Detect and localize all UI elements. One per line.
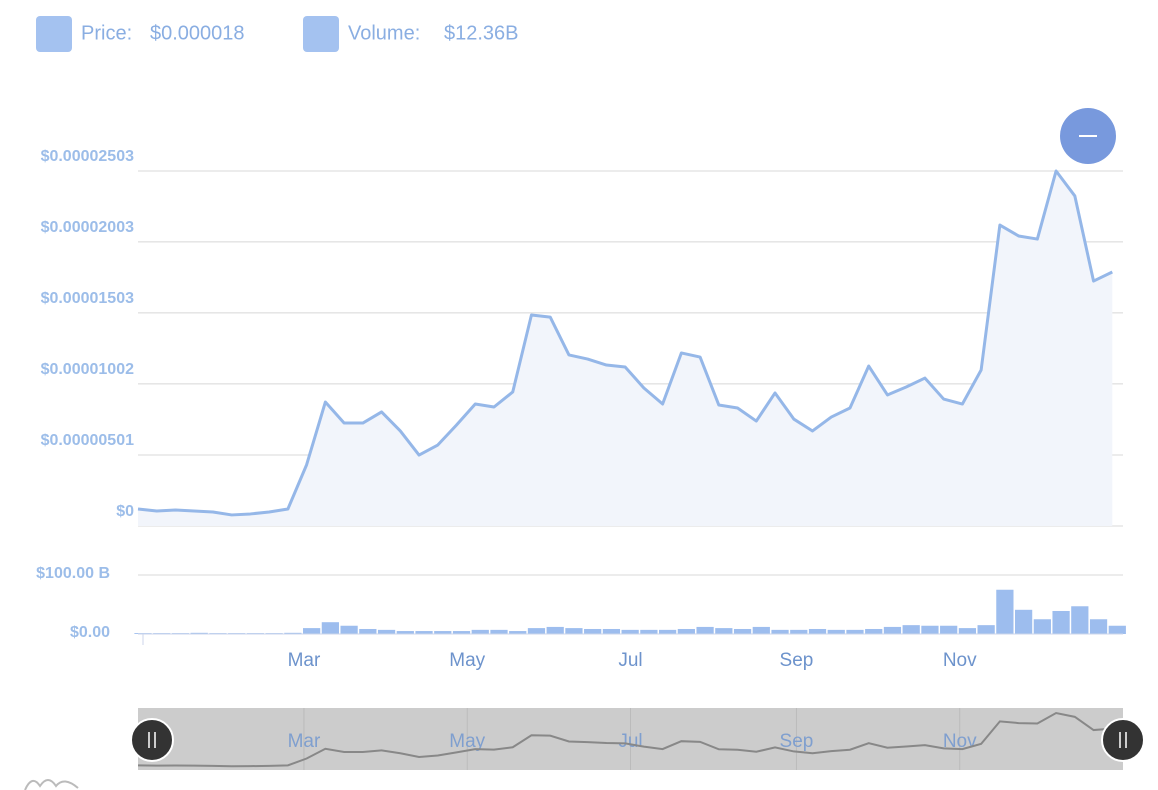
volume-bar: [565, 628, 583, 634]
y-tick-label: $0.00001002: [41, 361, 135, 378]
legend: Price: $0.000018 Volume: $12.36B: [36, 16, 519, 52]
x-tick-label: Mar: [288, 650, 321, 671]
legend-label[interactable]: Price:: [81, 22, 132, 44]
price-line: [137, 169, 1113, 517]
area-fill: [138, 171, 1113, 526]
volume-bar: [434, 631, 452, 634]
navigator-label: Sep: [780, 731, 814, 752]
volume-bar: [1089, 619, 1108, 634]
volume-bar: [771, 629, 789, 634]
volume-bar: [940, 625, 958, 634]
y-tick-label: $0: [116, 503, 134, 520]
x-tick-label: Nov: [943, 650, 977, 671]
navigator-handle[interactable]: [1101, 718, 1145, 762]
volume-bar: [471, 629, 489, 634]
navigator-label: Mar: [288, 731, 321, 752]
volume-bar: [677, 628, 695, 634]
volume-bar: [396, 631, 414, 634]
volume-bar: [509, 631, 527, 634]
legend-value: $0.000018: [150, 22, 245, 44]
volume-bar: [190, 632, 208, 634]
volume-bar: [546, 626, 564, 634]
volume-bar: [490, 629, 508, 634]
volume-bar: [659, 629, 677, 634]
volume-bar: [715, 628, 733, 634]
volume-bar: [640, 629, 658, 634]
volume-bar: [1071, 606, 1089, 634]
volume-bar: [921, 625, 939, 634]
y-tick-label: $0.00000501: [41, 432, 135, 449]
volume-bar: [621, 629, 639, 634]
legend-value: $12.36B: [444, 22, 519, 44]
y-tick-label: $0.00002503: [41, 148, 135, 165]
navigator-line: [137, 711, 1113, 768]
x-tick-label: Sep: [780, 650, 814, 671]
volume-bar: [902, 625, 920, 634]
legend-swatch[interactable]: [303, 16, 339, 52]
navigator-label: May: [449, 731, 485, 752]
x-tick-label: May: [449, 650, 485, 671]
logo: [24, 779, 79, 790]
volume-bar: [452, 631, 471, 634]
volume-bar: [977, 625, 995, 634]
volume-bar: [303, 628, 321, 634]
volume-bar: [340, 625, 358, 634]
volume-bar: [359, 628, 377, 634]
volume-bar: [1108, 625, 1126, 634]
volume-bar: [321, 622, 339, 634]
volume-bar: [527, 628, 546, 634]
y2-tick-label: $0.00: [70, 624, 110, 641]
volume-bar: [1014, 609, 1033, 634]
volume-bar: [284, 632, 302, 634]
navigator-handle[interactable]: [130, 718, 174, 762]
legend-label[interactable]: Volume:: [348, 22, 420, 44]
volume-bar: [733, 628, 752, 634]
plot: $0 $0.00000501 $0.00001002 $0.00001503 $0.00…: [36, 148, 1145, 770]
y2-tick-label: $100.00 B: [36, 565, 110, 582]
volume-bar: [696, 626, 714, 634]
volume-bar: [827, 629, 845, 634]
volume-bar: [415, 631, 433, 634]
volume-bar: [996, 589, 1014, 634]
volume-bar: [602, 628, 621, 634]
volume-bar: [846, 629, 864, 634]
volume-bar: [790, 629, 808, 634]
x-tick-label: Jul: [618, 650, 642, 671]
volume-bar: [865, 628, 883, 634]
volume-bar: [958, 628, 977, 634]
y-tick-label: $0.00002003: [41, 219, 135, 236]
y-tick-label: $0.00001503: [41, 290, 135, 307]
volume-bar: [752, 626, 770, 634]
volume-bar: [1052, 610, 1070, 634]
volume-bar: [1033, 619, 1051, 634]
volume-bar: [808, 628, 827, 634]
volume-bar: [883, 626, 902, 634]
handle-circle: [130, 718, 174, 762]
navigator-label: Jul: [618, 731, 642, 752]
handle-circle: [1101, 718, 1145, 762]
volume-bar: [377, 629, 396, 634]
volume-bar: [584, 628, 602, 634]
zoom-button[interactable]: [1060, 108, 1116, 164]
legend-swatch[interactable]: [36, 16, 72, 52]
